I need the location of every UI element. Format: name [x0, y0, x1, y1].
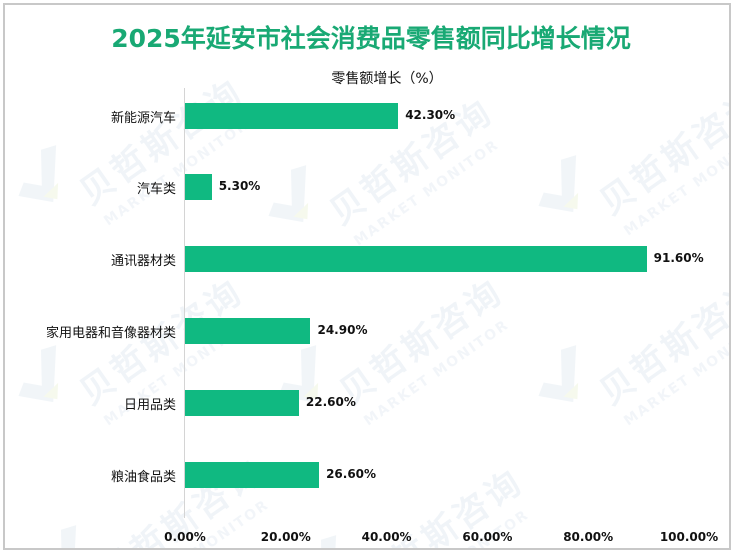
series-title: 零售额增长（%） [331, 71, 443, 87]
bar-row: 粮油食品类 26.60% [5, 462, 729, 488]
x-tick-label: 80.00% [563, 530, 614, 544]
category-axis-line [184, 88, 185, 518]
bar-row: 日用品类 22.60% [5, 390, 729, 416]
category-label: 粮油食品类 [110, 470, 176, 485]
value-label: 26.60% [326, 467, 377, 481]
watermark-logo-icon [21, 511, 118, 548]
x-tick-label: 20.00% [260, 530, 311, 544]
bar [185, 246, 647, 272]
category-label: 通讯器材类 [110, 254, 176, 269]
value-label: 5.30% [218, 179, 261, 193]
value-label: 91.60% [653, 251, 704, 265]
category-label: 新能源汽车 [110, 111, 176, 126]
bar [185, 390, 299, 416]
x-tick-label: 0.00% [164, 530, 206, 544]
value-label: 24.90% [317, 323, 368, 337]
bar-row: 汽车类 5.30% [5, 174, 729, 200]
x-tick-label: 60.00% [462, 530, 513, 544]
watermark-text: 贝哲斯咨询 [592, 81, 731, 224]
category-label: 日用品类 [123, 398, 176, 413]
watermark-logo-icon [251, 151, 348, 248]
bar-row: 新能源汽车 42.30% [5, 103, 729, 129]
chart-frame: 贝哲斯咨询 MARKET MONITOR 贝哲斯咨询 MARKET MONITOR 贝哲… [3, 3, 731, 550]
value-label: 42.30% [405, 108, 456, 122]
category-label: 汽车类 [136, 182, 176, 197]
bar-row: 通讯器材类 91.60% [5, 246, 729, 272]
category-label: 家用电器和音像器材类 [45, 326, 176, 341]
bar [185, 174, 212, 200]
x-tick-label: 100.00% [659, 530, 719, 544]
x-tick-label: 40.00% [361, 530, 412, 544]
bar [185, 462, 320, 488]
value-label: 22.60% [305, 395, 356, 409]
bar-row: 家用电器和音像器材类 24.90% [5, 318, 729, 344]
watermark-subtext: MARKET MONITOR [101, 116, 253, 230]
chart-title: 2025年延安市社会消费品零售额同比增长情况 [111, 24, 631, 53]
bar [185, 318, 311, 344]
bar [185, 103, 399, 129]
